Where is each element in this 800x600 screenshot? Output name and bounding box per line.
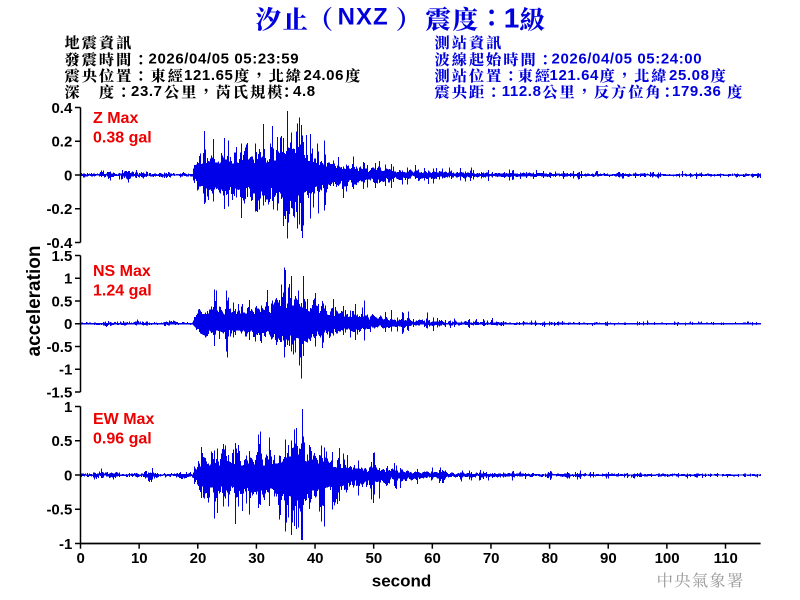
svg-text:1: 1 (64, 399, 72, 416)
svg-text:0: 0 (64, 167, 72, 184)
svg-text:25.08: 25.08 (669, 67, 710, 84)
svg-text:0: 0 (64, 467, 72, 484)
svg-text:NS Max: NS Max (93, 263, 151, 280)
svg-text:-1: -1 (59, 362, 72, 379)
svg-text:0.2: 0.2 (51, 134, 72, 151)
svg-text:121.64: 121.64 (550, 67, 600, 84)
svg-text:4.8: 4.8 (293, 83, 316, 100)
svg-text:80: 80 (541, 550, 558, 567)
svg-text:0.96 gal: 0.96 gal (93, 431, 152, 448)
svg-text:1.5: 1.5 (51, 248, 72, 265)
svg-text:acceleration: acceleration (24, 246, 45, 357)
svg-text:20: 20 (190, 550, 207, 567)
svg-text:2026/04/05 05:24:00: 2026/04/05 05:24:00 (552, 51, 703, 68)
svg-text:110: 110 (714, 550, 738, 567)
svg-text:0.4: 0.4 (51, 100, 73, 117)
svg-text:NXZ: NXZ (338, 4, 389, 31)
svg-text:EW Max: EW Max (93, 411, 154, 428)
svg-text:100: 100 (655, 550, 680, 567)
svg-text:1: 1 (504, 3, 520, 34)
svg-text:90: 90 (600, 550, 617, 567)
svg-text:2026/04/05 05:23:59: 2026/04/05 05:23:59 (149, 51, 300, 68)
svg-text:1: 1 (64, 271, 72, 288)
svg-text:Z Max: Z Max (93, 110, 138, 127)
svg-text:30: 30 (248, 550, 265, 567)
svg-text:40: 40 (307, 550, 324, 567)
svg-text:50: 50 (366, 550, 383, 567)
svg-text:0: 0 (64, 316, 72, 333)
svg-text:112.8: 112.8 (502, 83, 542, 100)
svg-text:23.7: 23.7 (131, 83, 163, 100)
svg-text:0.5: 0.5 (51, 293, 72, 310)
svg-text:-0.2: -0.2 (46, 201, 72, 218)
svg-text:0.5: 0.5 (51, 433, 72, 450)
svg-text:121.65: 121.65 (184, 67, 233, 84)
svg-text:-0.5: -0.5 (46, 339, 72, 356)
svg-text:-1: -1 (59, 536, 72, 553)
svg-text:second: second (372, 571, 432, 590)
svg-text:-0.5: -0.5 (46, 502, 72, 519)
svg-text:24.06: 24.06 (304, 67, 345, 84)
svg-text:0.38 gal: 0.38 gal (93, 130, 152, 147)
svg-text:60: 60 (424, 550, 441, 567)
svg-text:1.24 gal: 1.24 gal (93, 283, 152, 300)
svg-text:179.36: 179.36 (672, 83, 721, 100)
svg-text:0: 0 (77, 550, 85, 567)
svg-text:10: 10 (131, 550, 148, 567)
svg-text:-1.5: -1.5 (46, 384, 72, 401)
svg-text:-0.4: -0.4 (46, 235, 73, 252)
svg-text:70: 70 (483, 550, 500, 567)
